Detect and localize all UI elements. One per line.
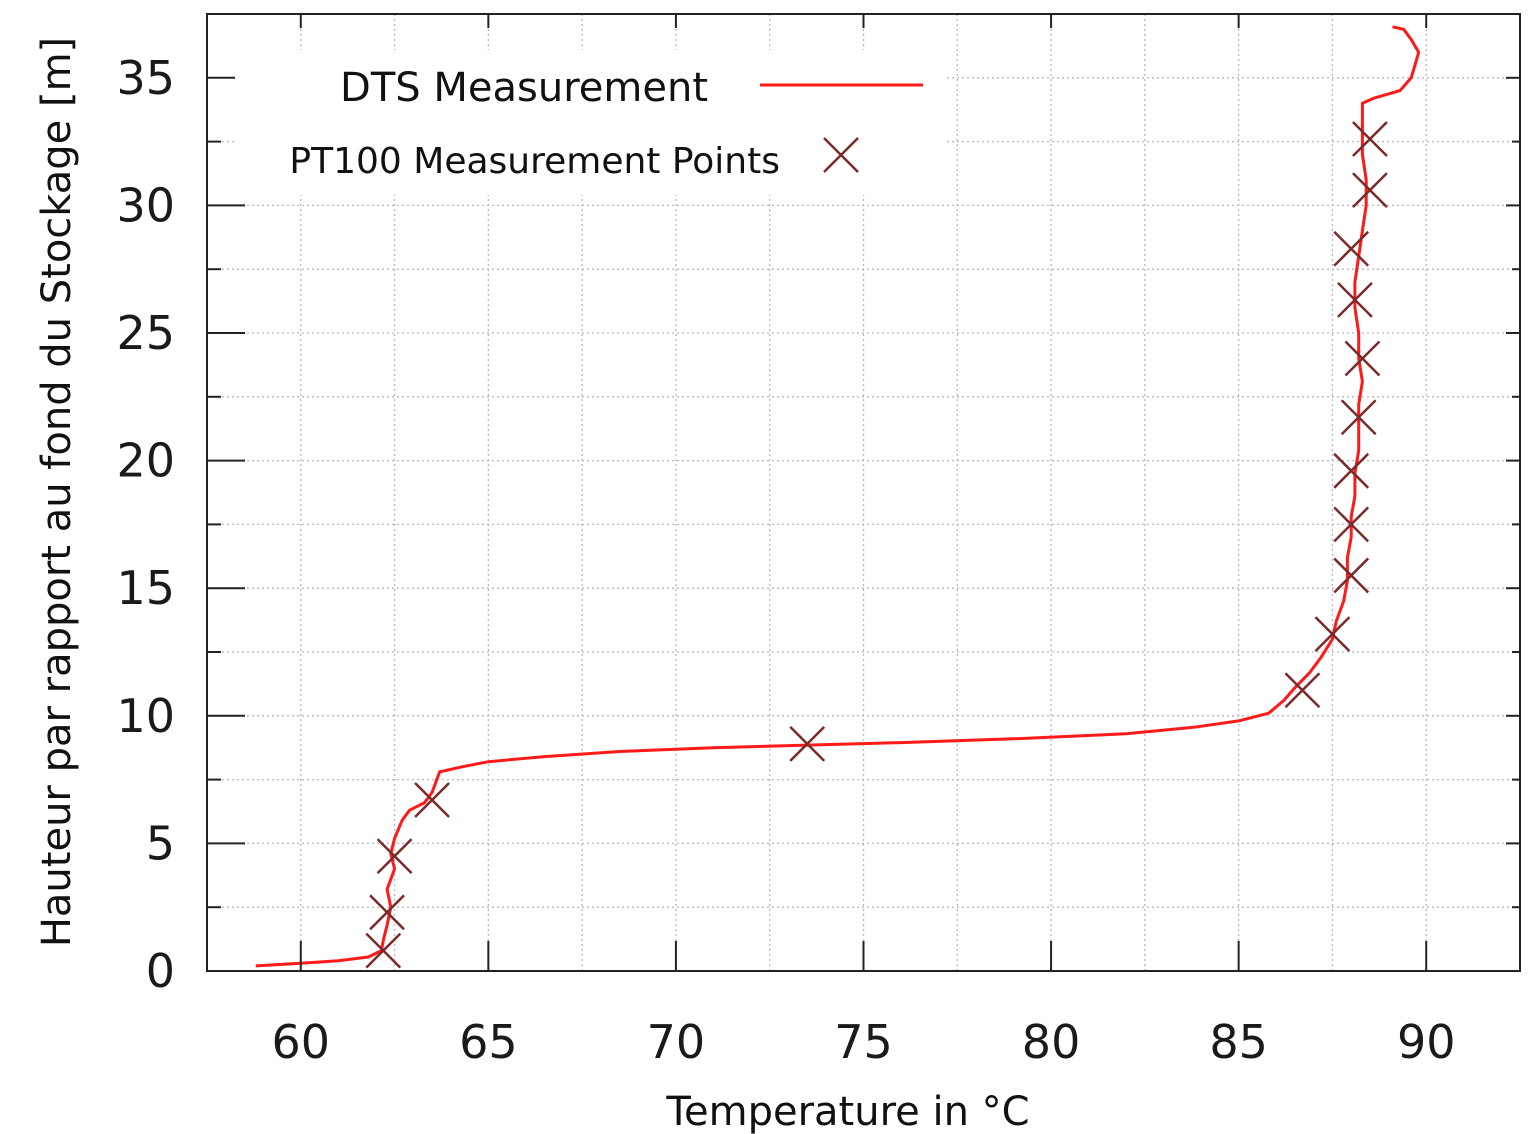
x-tick-label: 80 [1022,1015,1081,1069]
pt100-marker [1333,230,1370,267]
legend-label-dts: DTS Measurement [340,65,708,111]
x-tick-label: 70 [647,1015,706,1069]
pt100-marker [1337,281,1373,318]
y-tick-label: 0 [146,944,175,998]
y-tick-labels: 0 5 10 15 20 25 30 35 [116,51,175,998]
legend-swatch-pt100 [823,137,859,173]
y-tick-label: 20 [116,434,175,488]
pt100-marker [1352,121,1388,157]
y-tick-label: 30 [116,178,175,232]
x-tick-labels: 60 65 70 75 80 85 90 [272,1015,1456,1069]
x-tick-label: 75 [834,1015,893,1069]
pt100-marker [1344,340,1381,377]
y-axis-title: Hauteur par rapport au fond du Stockage … [34,37,80,947]
y-tick-label: 10 [116,689,175,743]
pt100-marker [1333,557,1370,594]
pt100-marker [369,894,405,931]
legend-marker-x [823,137,859,173]
legend: DTS Measurement PT100 Measurement Points [235,50,945,195]
series-line-dts [255,25,1421,968]
pt100-marker [1333,506,1370,543]
x-tick-label: 60 [272,1015,331,1069]
x-axis-title: Temperature in °C [665,1089,1029,1134]
pt100-marker [414,782,450,818]
y-tick-label: 35 [116,51,175,105]
pt100-marker [1333,452,1370,489]
x-tick-label: 90 [1397,1015,1456,1069]
y-tick-label: 25 [116,306,175,360]
y-tick-label: 5 [146,816,175,870]
pt100-marker [365,932,402,969]
pt100-marker [1352,172,1388,208]
x-tick-label: 65 [459,1015,518,1069]
pt100-marker [1284,672,1321,709]
legend-label-pt100: PT100 Measurement Points [289,141,780,182]
x-tick-label: 85 [1209,1015,1268,1069]
pt100-marker [1314,616,1351,653]
y-tick-label: 15 [116,561,175,615]
pt100-marker [376,838,413,875]
pt100-marker [1340,399,1377,436]
axis-ticks [207,13,1520,972]
pt100-marker [789,725,826,762]
plot-series [255,25,1421,969]
